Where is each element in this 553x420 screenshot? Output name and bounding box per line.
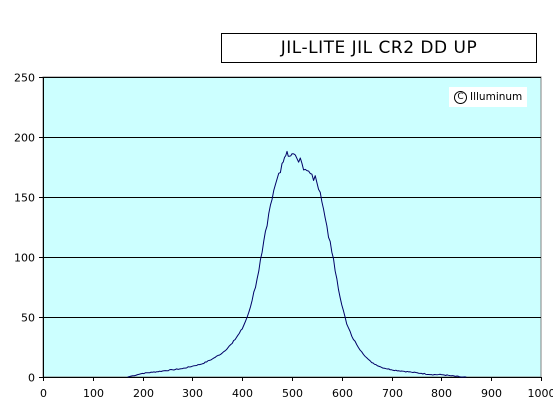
x-tick-label: 300: [182, 387, 203, 400]
y-tick-label: 100: [14, 252, 35, 265]
y-tick-label: 200: [14, 132, 35, 145]
watermark: C Illuminum: [449, 87, 527, 107]
y-tick-label: 50: [21, 312, 35, 325]
x-tick-label: 500: [282, 387, 303, 400]
copyright-symbol: C: [457, 93, 463, 102]
x-tick-label: 100: [83, 387, 104, 400]
x-tick-label: 900: [481, 387, 502, 400]
y-tick-label: 150: [14, 192, 35, 205]
x-tick-label: 600: [332, 387, 353, 400]
chart-title-box: JIL-LITE JIL CR2 DD UP: [221, 33, 537, 63]
x-tick-label: 800: [431, 387, 452, 400]
x-tick-label: 200: [133, 387, 154, 400]
x-tick-label: 700: [382, 387, 403, 400]
copyright-icon: C: [454, 91, 467, 104]
x-tick-label: 0: [40, 387, 47, 400]
chart-title: JIL-LITE JIL CR2 DD UP: [281, 38, 477, 58]
y-tick-label: 0: [28, 372, 35, 385]
x-tick-label: 1000: [528, 387, 553, 400]
y-tick-label: 250: [14, 72, 35, 85]
x-tick-label: 400: [232, 387, 253, 400]
watermark-text: Illuminum: [470, 91, 522, 103]
plot-background: [43, 77, 541, 377]
